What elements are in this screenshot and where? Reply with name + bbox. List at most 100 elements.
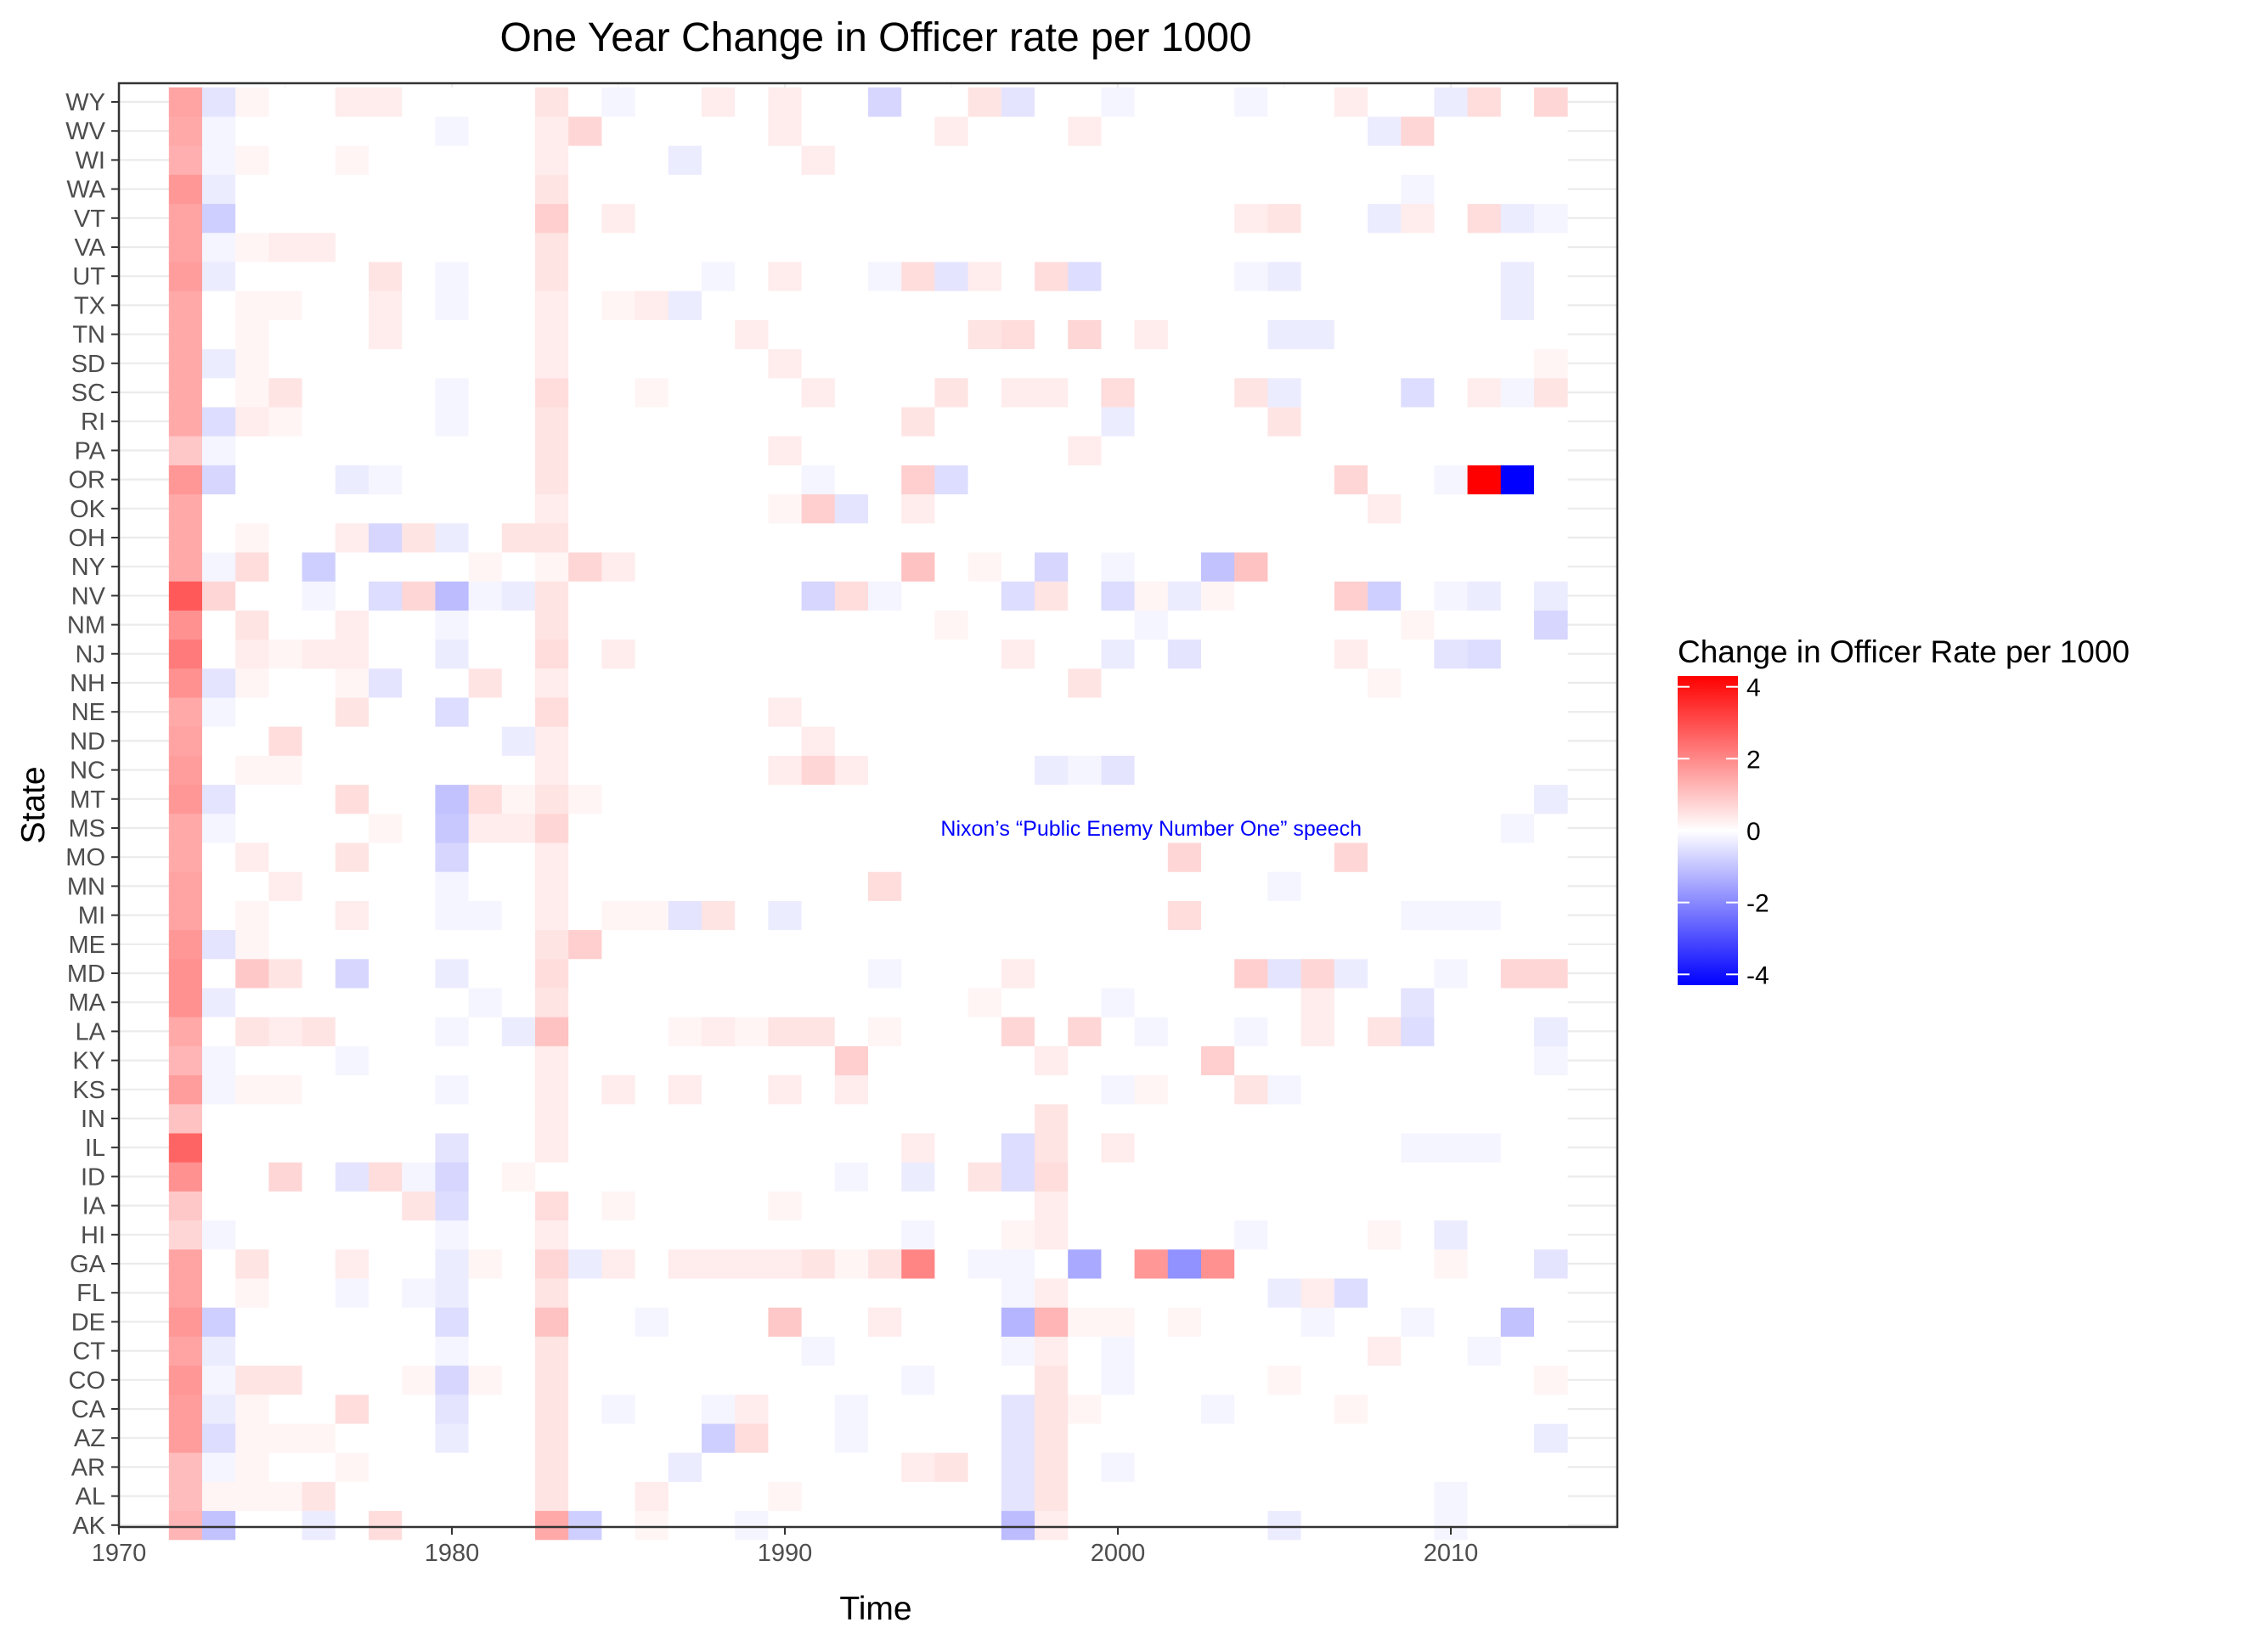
heatmap-cell bbox=[901, 465, 935, 495]
heatmap-cell bbox=[1234, 784, 1268, 814]
heatmap-cell bbox=[1201, 958, 1235, 989]
heatmap-cell bbox=[435, 871, 469, 901]
heatmap-cell bbox=[1068, 1191, 1102, 1221]
heatmap-cell bbox=[1467, 262, 1502, 291]
heatmap-cell bbox=[768, 145, 802, 175]
heatmap-cell bbox=[202, 726, 236, 756]
heatmap-cell bbox=[702, 697, 736, 727]
heatmap-cell bbox=[1300, 290, 1335, 320]
heatmap-cell bbox=[601, 1220, 635, 1250]
heatmap-cell bbox=[468, 493, 503, 524]
heatmap-cell bbox=[801, 1481, 836, 1512]
heatmap-cell bbox=[1101, 116, 1135, 146]
y-tick-label: OR bbox=[69, 467, 106, 494]
heatmap-cell bbox=[168, 348, 203, 379]
heatmap-cell bbox=[1167, 290, 1202, 320]
heatmap-cell bbox=[635, 581, 669, 611]
heatmap-cell bbox=[768, 1191, 802, 1221]
heatmap-cell bbox=[1134, 87, 1169, 117]
heatmap-cell bbox=[1401, 1510, 1435, 1541]
heatmap-cell bbox=[1167, 1481, 1202, 1512]
heatmap-cell bbox=[302, 1248, 336, 1279]
heatmap-cell bbox=[1068, 988, 1102, 1017]
heatmap-cell bbox=[168, 1307, 203, 1337]
heatmap-cell bbox=[435, 697, 469, 727]
heatmap-cell bbox=[235, 1510, 269, 1541]
heatmap-cell bbox=[1368, 319, 1402, 350]
heatmap-cell bbox=[268, 784, 302, 814]
heatmap-cell bbox=[601, 1452, 635, 1482]
heatmap-cell bbox=[1001, 232, 1035, 262]
heatmap-cell bbox=[968, 988, 1002, 1017]
heatmap-cell bbox=[1434, 552, 1468, 582]
heatmap-cell bbox=[1001, 958, 1035, 989]
heatmap-cell bbox=[1434, 1133, 1468, 1163]
heatmap-cell bbox=[1500, 1162, 1535, 1192]
heatmap-cell bbox=[1167, 1191, 1202, 1221]
heatmap-cell bbox=[768, 552, 802, 582]
heatmap-cell bbox=[501, 522, 536, 553]
heatmap-cell bbox=[335, 842, 370, 872]
y-tick-label: VT bbox=[74, 206, 105, 233]
heatmap-cell bbox=[1267, 377, 1301, 408]
heatmap-cell bbox=[468, 1191, 503, 1221]
heatmap-cell bbox=[834, 522, 869, 553]
heatmap-cell bbox=[202, 610, 236, 640]
heatmap-cell bbox=[1068, 203, 1102, 234]
heatmap-cell bbox=[934, 203, 968, 234]
heatmap-cell bbox=[834, 493, 869, 524]
heatmap-cell bbox=[868, 465, 902, 495]
heatmap-cell bbox=[468, 1365, 503, 1395]
heatmap-cell bbox=[435, 116, 469, 146]
heatmap-cell bbox=[735, 1452, 769, 1482]
heatmap-cell bbox=[635, 232, 669, 262]
heatmap-cell bbox=[668, 377, 702, 408]
heatmap-cell bbox=[168, 929, 203, 960]
heatmap-cell bbox=[302, 1423, 336, 1453]
heatmap-cell bbox=[335, 1220, 370, 1250]
heatmap-cell bbox=[1035, 1336, 1069, 1366]
heatmap-cell bbox=[1068, 610, 1102, 640]
heatmap-cell bbox=[934, 610, 968, 640]
heatmap-cell bbox=[1434, 407, 1468, 437]
heatmap-cell bbox=[1234, 1423, 1268, 1453]
heatmap-cell bbox=[335, 1045, 370, 1076]
heatmap-cell bbox=[702, 958, 736, 989]
heatmap-cell bbox=[402, 174, 436, 205]
heatmap-cell bbox=[868, 407, 902, 437]
heatmap-cell bbox=[1134, 436, 1169, 465]
heatmap-cell bbox=[1500, 610, 1535, 640]
heatmap-cell bbox=[369, 929, 403, 960]
heatmap-cell bbox=[1300, 232, 1335, 262]
heatmap-cell bbox=[1035, 1045, 1069, 1076]
heatmap-cell bbox=[1167, 813, 1202, 843]
heatmap-cell bbox=[834, 929, 869, 960]
heatmap-cell bbox=[335, 1191, 370, 1221]
heatmap-cell bbox=[1401, 784, 1435, 814]
heatmap-cell bbox=[735, 1103, 769, 1134]
heatmap-cell bbox=[468, 581, 503, 611]
heatmap-cell bbox=[235, 1045, 269, 1076]
heatmap-cell bbox=[901, 522, 935, 553]
heatmap-cell bbox=[1068, 174, 1102, 205]
heatmap-cell bbox=[535, 1365, 569, 1395]
heatmap-cell bbox=[1467, 1365, 1502, 1395]
heatmap-cell bbox=[1068, 1278, 1102, 1308]
heatmap-cell bbox=[668, 174, 702, 205]
heatmap-cell bbox=[1334, 87, 1368, 117]
heatmap-cell bbox=[868, 581, 902, 611]
heatmap-cell bbox=[535, 290, 569, 320]
heatmap-cell bbox=[369, 1307, 403, 1337]
heatmap-cell bbox=[535, 610, 569, 640]
heatmap-cell bbox=[1300, 1103, 1335, 1134]
heatmap-cell bbox=[501, 1017, 536, 1046]
heatmap-cell bbox=[834, 668, 869, 698]
heatmap-cell bbox=[568, 1365, 602, 1395]
heatmap-cell bbox=[501, 842, 536, 872]
heatmap-cell bbox=[1234, 1017, 1268, 1046]
heatmap-cell bbox=[1368, 726, 1402, 756]
heatmap-cell bbox=[868, 552, 902, 582]
heatmap-cell bbox=[868, 958, 902, 989]
heatmap-cell bbox=[1467, 813, 1502, 843]
heatmap-cell bbox=[668, 87, 702, 117]
